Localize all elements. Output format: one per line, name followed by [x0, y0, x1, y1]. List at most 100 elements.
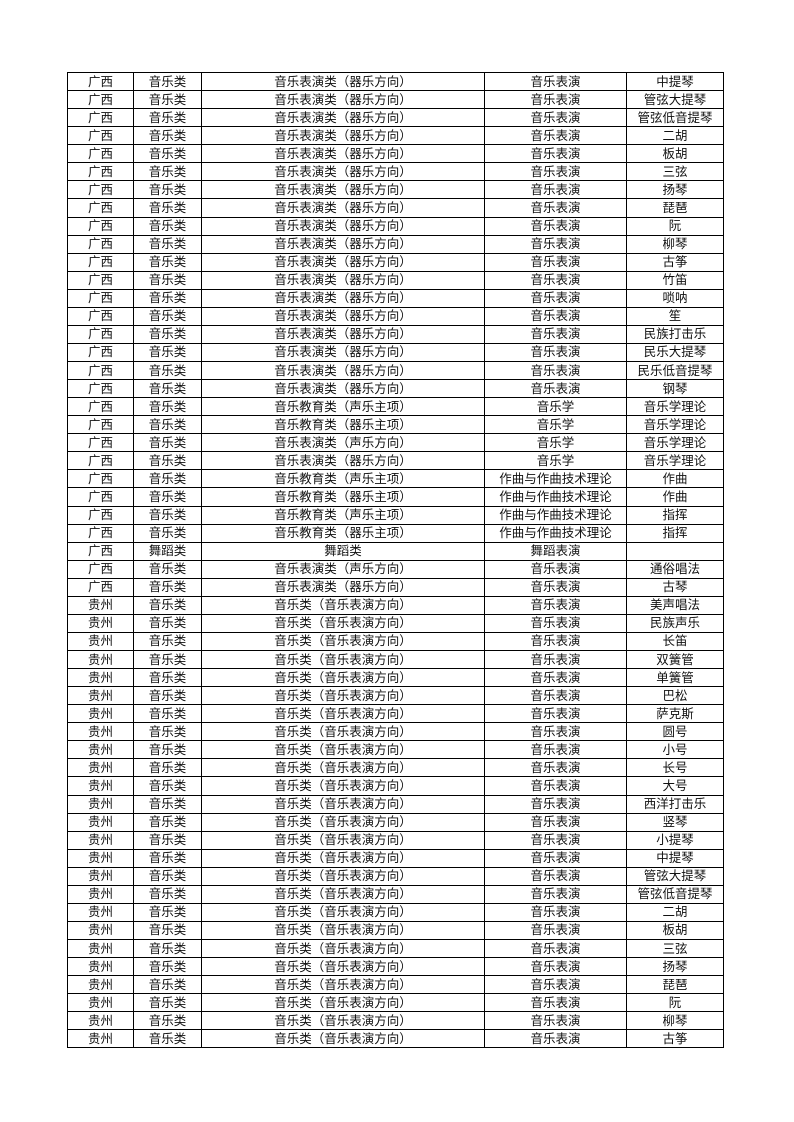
major-cell: 音乐表演 — [484, 993, 627, 1013]
major-cell: 音乐表演 — [484, 884, 627, 904]
province-cell: 贵州 — [67, 920, 134, 941]
table-row: 贵州 音乐类 音乐类（音乐表演方向） 音乐表演 民族声乐 — [67, 613, 724, 633]
category-cell: 音乐类 — [133, 938, 202, 959]
table-row: 贵州 音乐类 音乐类（音乐表演方向） 音乐表演 单簧管 — [67, 668, 724, 688]
direction-cell: 笙 — [626, 306, 724, 326]
major-cell: 音乐表演 — [484, 613, 627, 633]
province-cell: 贵州 — [67, 830, 134, 850]
category-cell: 音乐类 — [133, 686, 202, 706]
exam-type-cell: 音乐类（音乐表演方向） — [201, 938, 485, 959]
category-cell: 音乐类 — [133, 957, 202, 977]
exam-type-cell: 音乐类（音乐表演方向） — [201, 595, 485, 615]
direction-cell: 中提琴 — [626, 71, 724, 92]
major-cell: 音乐表演 — [484, 216, 627, 236]
exam-type-cell: 音乐类（音乐表演方向） — [201, 794, 485, 814]
province-cell: 贵州 — [67, 957, 134, 977]
direction-cell: 长笛 — [626, 631, 724, 652]
major-cell: 音乐表演 — [484, 1011, 627, 1031]
major-cell: 音乐表演 — [484, 740, 627, 760]
province-cell: 广西 — [67, 397, 134, 417]
category-cell: 音乐类 — [133, 487, 202, 507]
exam-type-cell: 音乐表演类（器乐方向） — [201, 342, 485, 363]
exam-type-cell: 音乐类（音乐表演方向） — [201, 740, 485, 760]
category-cell: 音乐类 — [133, 559, 202, 579]
category-cell: 音乐类 — [133, 451, 202, 471]
exam-type-cell: 音乐表演类（器乐方向） — [201, 270, 485, 290]
exam-type-cell: 音乐类（音乐表演方向） — [201, 668, 485, 688]
major-cell: 音乐表演 — [484, 686, 627, 706]
province-cell: 广西 — [67, 577, 134, 597]
exam-type-cell: 音乐类（音乐表演方向） — [201, 1029, 485, 1049]
direction-cell: 作曲 — [626, 487, 724, 507]
exam-type-cell: 音乐类（音乐表演方向） — [201, 704, 485, 724]
direction-cell: 民族声乐 — [626, 613, 724, 633]
exam-type-cell: 音乐教育类（声乐主项） — [201, 505, 485, 525]
direction-cell: 萨克斯 — [626, 704, 724, 724]
province-cell: 贵州 — [67, 1029, 134, 1049]
table-row: 广西 音乐类 音乐表演类（器乐方向） 音乐表演 柳琴 — [67, 234, 724, 254]
category-cell: 音乐类 — [133, 126, 202, 146]
direction-cell: 三弦 — [626, 162, 724, 182]
province-cell: 贵州 — [67, 993, 134, 1013]
category-cell: 音乐类 — [133, 704, 202, 724]
table-row: 广西 音乐类 音乐教育类（器乐主项） 音乐学 音乐学理论 — [67, 415, 724, 435]
province-cell: 广西 — [67, 144, 134, 164]
table-row: 广西 音乐类 音乐表演类（器乐方向） 音乐表演 钢琴 — [67, 379, 724, 399]
direction-cell: 柳琴 — [626, 1011, 724, 1031]
category-cell: 音乐类 — [133, 812, 202, 832]
category-cell: 音乐类 — [133, 577, 202, 597]
exam-type-cell: 音乐类（音乐表演方向） — [201, 776, 485, 796]
direction-cell: 阮 — [626, 216, 724, 236]
exam-type-cell: 音乐类（音乐表演方向） — [201, 993, 485, 1013]
major-cell: 音乐表演 — [484, 1029, 627, 1049]
direction-cell: 巴松 — [626, 686, 724, 706]
major-cell: 音乐学 — [484, 397, 627, 417]
table-row: 贵州 音乐类 音乐类（音乐表演方向） 音乐表演 竖琴 — [67, 812, 724, 832]
category-cell: 音乐类 — [133, 90, 202, 110]
province-cell: 广西 — [67, 162, 134, 182]
province-cell: 贵州 — [67, 902, 134, 922]
province-cell: 广西 — [67, 270, 134, 290]
category-cell: 音乐类 — [133, 866, 202, 886]
province-cell: 广西 — [67, 541, 134, 561]
province-cell: 广西 — [67, 252, 134, 272]
province-cell: 广西 — [67, 379, 134, 399]
province-cell: 贵州 — [67, 848, 134, 868]
category-cell: 音乐类 — [133, 668, 202, 688]
direction-cell: 民乐大提琴 — [626, 342, 724, 363]
admissions-table: 广西 音乐类 音乐表演类（器乐方向） 音乐表演 中提琴 广西 音乐类 音乐表演类（器乐方向）音… — [67, 71, 724, 1049]
direction-cell: 民乐低音提琴 — [626, 360, 724, 381]
major-cell: 音乐表演 — [484, 631, 627, 652]
province-cell: 贵州 — [67, 884, 134, 904]
category-cell: 音乐类 — [133, 920, 202, 941]
major-cell: 音乐表演 — [484, 830, 627, 850]
category-cell: 音乐类 — [133, 631, 202, 652]
table-row: 贵州 音乐类 音乐类（音乐表演方向） 音乐表演 萨克斯 — [67, 704, 724, 724]
exam-type-cell: 音乐表演类（器乐方向） — [201, 252, 485, 272]
direction-cell: 古筝 — [626, 252, 724, 272]
category-cell: 音乐类 — [133, 144, 202, 164]
exam-type-cell: 音乐类（音乐表演方向） — [201, 920, 485, 941]
category-cell: 音乐类 — [133, 776, 202, 796]
province-cell: 贵州 — [67, 1011, 134, 1031]
exam-type-cell: 音乐表演类（器乐方向） — [201, 108, 485, 128]
exam-type-cell: 音乐类（音乐表演方向） — [201, 866, 485, 886]
exam-type-cell: 音乐表演类（器乐方向） — [201, 306, 485, 326]
direction-cell: 作曲 — [626, 469, 724, 489]
major-cell: 音乐表演 — [484, 306, 627, 326]
table-row: 贵州 音乐类 音乐类（音乐表演方向） 音乐表演 美声唱法 — [67, 595, 724, 615]
category-cell: 音乐类 — [133, 270, 202, 290]
province-cell: 广西 — [67, 469, 134, 489]
exam-type-cell: 音乐类（音乐表演方向） — [201, 649, 485, 670]
exam-type-cell: 音乐类（音乐表演方向） — [201, 884, 485, 904]
exam-type-cell: 音乐类（音乐表演方向） — [201, 686, 485, 706]
category-cell: 音乐类 — [133, 216, 202, 236]
major-cell: 音乐表演 — [484, 252, 627, 272]
province-cell: 广西 — [67, 234, 134, 254]
province-cell: 贵州 — [67, 776, 134, 796]
category-cell: 音乐类 — [133, 234, 202, 254]
exam-type-cell: 音乐表演类（器乐方向） — [201, 288, 485, 308]
direction-cell: 大号 — [626, 776, 724, 796]
category-cell: 音乐类 — [133, 613, 202, 633]
table-row: 贵州 音乐类 音乐类（音乐表演方向） 音乐表演 管弦大提琴 — [67, 866, 724, 886]
